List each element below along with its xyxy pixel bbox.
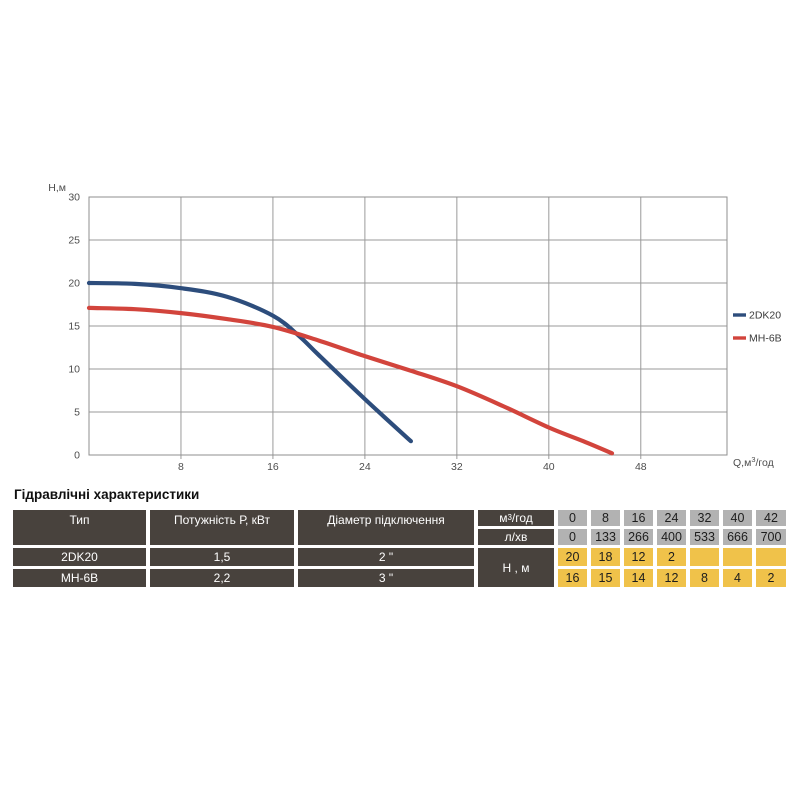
y-tick-label: 30 (68, 192, 80, 204)
pump-type: МН-6В (13, 569, 146, 587)
hydraulic-characteristics-table: Тип Потужність Р, кВт Діаметр підключенн… (13, 510, 786, 587)
flow-lmin-value: 533 (690, 529, 719, 545)
y-tick-label: 5 (74, 407, 80, 419)
y-tick-label: 10 (68, 364, 80, 376)
x-tick-label: 16 (267, 461, 279, 473)
pump-diameter: 3 " (298, 569, 474, 587)
flow-lmin-value: 266 (624, 529, 653, 545)
head-value-2dk20: 20 (558, 548, 587, 566)
flow-m3h-value: 40 (723, 510, 752, 526)
flow-lmin-value: 700 (756, 529, 786, 545)
head-value-mh6b: 14 (624, 569, 653, 587)
x-tick-label: 48 (635, 461, 647, 473)
col-header-power: Потужність Р, кВт (150, 510, 294, 545)
unit-flow-lmin: л/хв (478, 529, 554, 545)
flow-lmin-value: 0 (558, 529, 587, 545)
flow-lmin-value: 666 (723, 529, 752, 545)
y-axis-title: Н,м (48, 182, 66, 194)
unit-head-m: Н , м (478, 548, 554, 587)
head-value-mh6b: 12 (657, 569, 686, 587)
x-tick-label: 40 (543, 461, 555, 473)
pump-power: 2,2 (150, 569, 294, 587)
pump-diameter: 2 " (298, 548, 474, 566)
table-title: Гідравлічні характеристики (14, 487, 200, 502)
head-value-mh6b: 15 (591, 569, 620, 587)
flow-lmin-value: 400 (657, 529, 686, 545)
flow-m3h-value: 42 (756, 510, 786, 526)
unit-flow-m3h-suffix: /год (511, 511, 533, 525)
flow-m3h-value: 32 (690, 510, 719, 526)
flow-lmin-value: 133 (591, 529, 620, 545)
head-value-2dk20: 18 (591, 548, 620, 566)
flow-m3h-value: 0 (558, 510, 587, 526)
head-value-2dk20: 12 (624, 548, 653, 566)
pump-performance-chart: 0 5 10 15 20 25 30 8 16 24 32 40 48 Н,м Q,м3/год 2DK20 М… (48, 182, 782, 473)
col-header-type: Тип (13, 510, 146, 545)
x-tick-label: 24 (359, 461, 371, 473)
pump-type: 2DK20 (13, 548, 146, 566)
col-header-diameter: Діаметр підключення (298, 510, 474, 545)
unit-flow-m3h: м 3/год (478, 510, 554, 526)
x-tick-label: 8 (178, 461, 184, 473)
head-value-2dk20: 2 (657, 548, 686, 566)
head-value-mh6b: 2 (756, 569, 786, 587)
y-tick-label: 20 (68, 278, 80, 290)
legend-label: МН-6В (749, 333, 782, 345)
head-value-mh6b: 8 (690, 569, 719, 587)
y-tick-label: 25 (68, 235, 80, 247)
y-tick-label: 0 (74, 450, 80, 462)
head-value-2dk20 (723, 548, 752, 566)
legend-label: 2DK20 (749, 310, 781, 322)
flow-m3h-value: 8 (591, 510, 620, 526)
curve-2DK20 (86, 280, 413, 444)
head-value-mh6b: 4 (723, 569, 752, 587)
head-value-2dk20 (690, 548, 719, 566)
x-axis-title: Q,м3/год (733, 455, 774, 469)
unit-flow-m3h-prefix: м (499, 511, 508, 525)
pump-power: 1,5 (150, 548, 294, 566)
flow-m3h-value: 16 (624, 510, 653, 526)
flow-m3h-value: 24 (657, 510, 686, 526)
x-tick-label: 32 (451, 461, 463, 473)
plot-border (88, 196, 728, 456)
curve-МН-6В (86, 305, 615, 456)
y-tick-label: 15 (68, 321, 80, 333)
head-value-2dk20 (756, 548, 786, 566)
head-value-mh6b: 16 (558, 569, 587, 587)
